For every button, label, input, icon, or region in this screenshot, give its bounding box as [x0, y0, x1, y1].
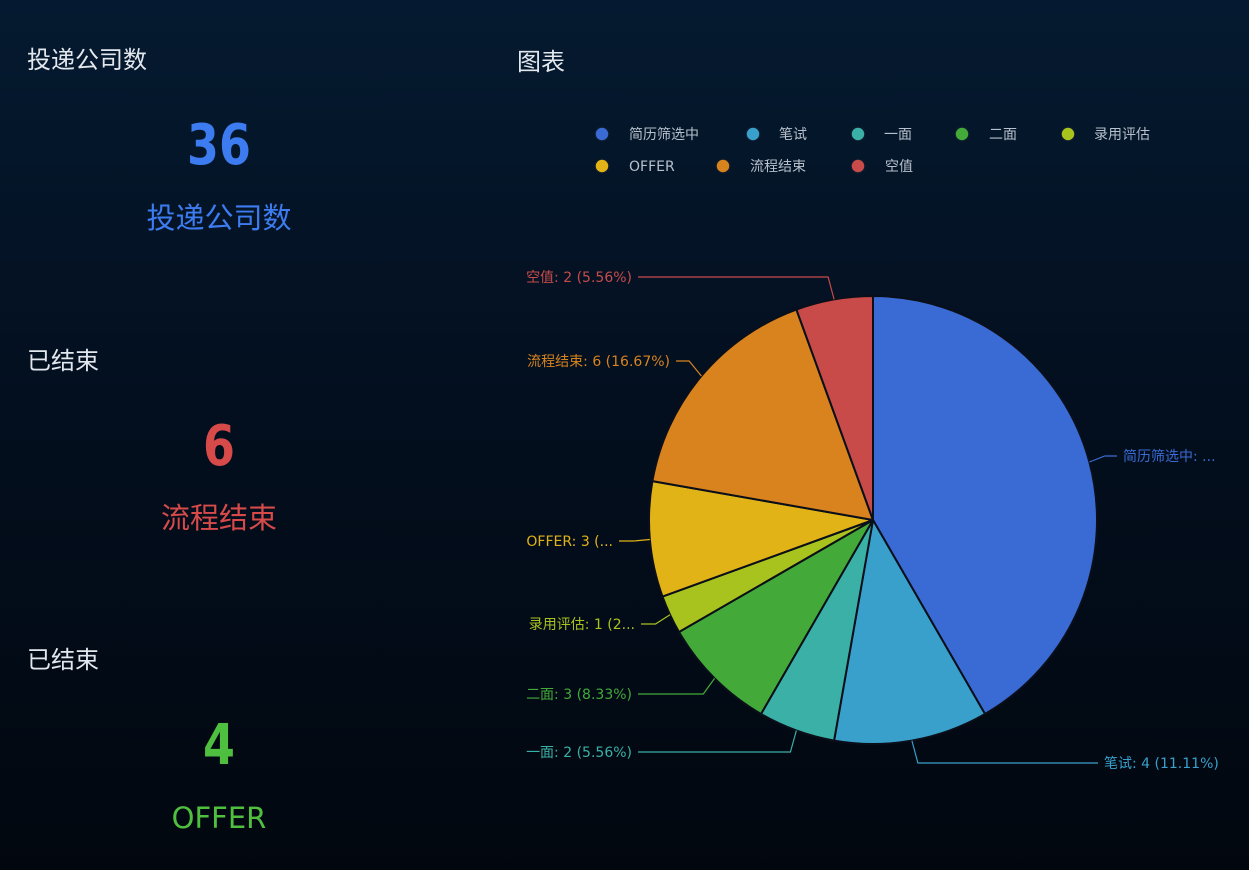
pie-label-0: 简历筛选中: ... — [1123, 448, 1216, 465]
leader-line-3 — [638, 678, 716, 695]
stat-offer-label: OFFER — [171, 801, 267, 835]
pie-label-1: 笔试: 4 (11.11%) — [1104, 756, 1219, 772]
legend-label-4: 录用评估 — [1094, 127, 1150, 143]
legend-label-7: 空值 — [885, 159, 913, 175]
leader-line-0 — [1089, 455, 1117, 463]
pie-slice-6 — [651, 308, 874, 521]
legend-label-0: 简历筛选中 — [629, 126, 699, 143]
chart-legend: 简历筛选中 笔试 一面 二面 录用评估 OFFER 流程结束 空值 — [594, 126, 1150, 175]
legend-label-5: OFFER — [629, 159, 675, 175]
pie-slice-3 — [678, 519, 874, 715]
leader-line-7 — [638, 276, 835, 300]
pie-label-6: 流程结束: 6 (16.67%) — [527, 354, 670, 370]
chart-title: 图表 — [517, 48, 565, 76]
leader-line-6 — [676, 360, 702, 377]
legend-marker-5 — [594, 158, 610, 174]
pie-label-4: 录用评估: 1 (2... — [529, 617, 635, 633]
pie-slices — [648, 295, 1098, 745]
pie-slice-0 — [872, 295, 1098, 715]
stat-offer-title: 已结束 — [27, 646, 99, 674]
stat-total-value: 36 — [187, 113, 251, 178]
legend-marker-4 — [1060, 126, 1076, 142]
legend-marker-0 — [594, 126, 610, 142]
stat-ended-title: 已结束 — [27, 347, 99, 375]
leader-line-5 — [619, 538, 650, 542]
legend-marker-7 — [850, 158, 866, 174]
leader-line-2 — [638, 730, 797, 753]
stat-total-label: 投递公司数 — [146, 201, 292, 235]
pie-leader-lines — [619, 276, 1117, 764]
pie-label-2: 一面: 2 (5.56%) — [526, 745, 632, 761]
legend-label-2: 一面 — [884, 127, 912, 143]
pie-labels: 简历筛选中: ... 笔试: 4 (11.11%) 一面: 2 (5.56%) 二面:… — [526, 270, 1219, 772]
pie-label-3: 二面: 3 (8.33%) — [526, 687, 632, 703]
legend-marker-2 — [850, 126, 866, 142]
legend-marker-1 — [745, 126, 761, 142]
pie-label-5: OFFER: 3 (... — [526, 534, 613, 550]
legend-marker-3 — [954, 126, 970, 142]
pie-slice-7 — [795, 295, 874, 521]
stat-ended-label: 流程结束 — [160, 501, 277, 535]
stat-ended-value: 6 — [203, 414, 235, 479]
legend-label-6: 流程结束 — [750, 159, 806, 175]
pie-slice-1 — [833, 519, 986, 745]
legend-label-3: 二面 — [989, 127, 1017, 143]
legend-marker-6 — [715, 158, 731, 174]
stat-offer-value: 4 — [203, 713, 235, 778]
leader-line-1 — [911, 740, 1098, 764]
legend-label-1: 笔试 — [779, 127, 807, 143]
stat-total-title: 投递公司数 — [27, 46, 147, 74]
leader-line-4 — [641, 614, 671, 625]
pie-label-7: 空值: 2 (5.56%) — [526, 270, 632, 286]
